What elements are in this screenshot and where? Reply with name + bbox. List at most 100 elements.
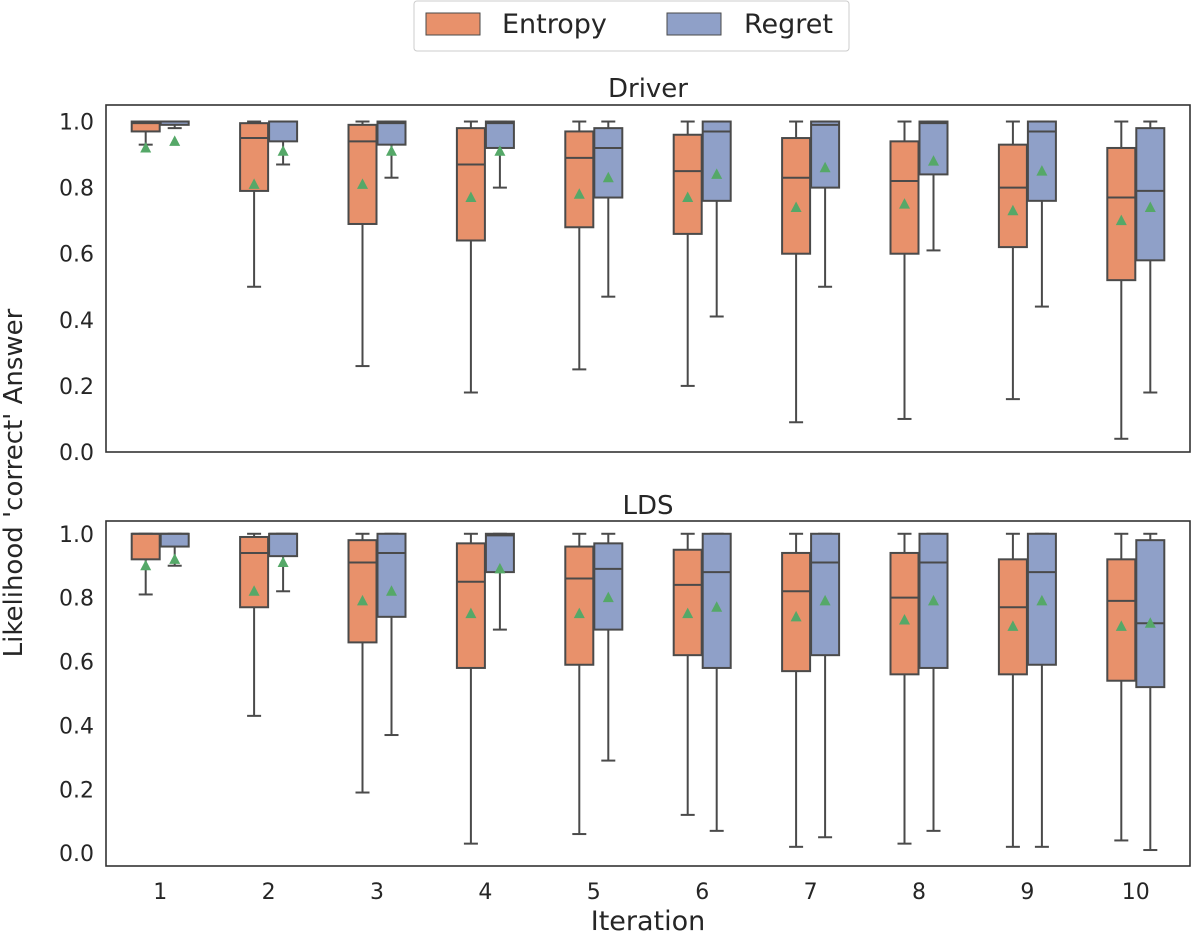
y-tick-label: 0.2 <box>59 778 94 803</box>
box-iqr <box>701 532 732 669</box>
box-entropy-3 <box>347 120 378 368</box>
box-entropy-5 <box>564 120 595 371</box>
series-entropy <box>130 532 1137 848</box>
x-tick-label: 4 <box>478 880 492 905</box>
mean-marker <box>1007 620 1019 631</box>
mean-marker <box>1144 201 1156 212</box>
box-regret-4 <box>484 532 515 631</box>
mean-marker <box>169 553 181 564</box>
box-regret-2 <box>268 532 299 593</box>
mean-marker <box>169 135 181 146</box>
box-entropy-8 <box>889 532 920 845</box>
mean-marker <box>819 594 831 606</box>
mean-marker <box>277 145 289 156</box>
box-regret-5 <box>593 532 624 762</box>
mean-marker <box>494 562 506 574</box>
mean-marker <box>1144 617 1156 628</box>
box-regret-9 <box>1026 120 1057 308</box>
y-tick-label: 0.0 <box>59 842 94 867</box>
box-regret-4 <box>484 120 515 189</box>
box-iqr <box>889 140 920 255</box>
mean-marker <box>928 594 939 606</box>
y-tick-label: 0.6 <box>59 651 94 676</box>
box-iqr <box>376 532 407 618</box>
box-regret-1 <box>159 532 190 567</box>
box-regret-10 <box>1135 532 1166 852</box>
y-tick-label: 1.0 <box>59 523 94 548</box>
box-iqr <box>1026 120 1057 202</box>
box-regret-6 <box>701 120 732 318</box>
legend-swatch-entropy <box>425 12 481 36</box>
box-entropy-10 <box>1106 532 1137 842</box>
mean-marker <box>357 594 368 606</box>
mean-marker <box>711 168 723 179</box>
mean-marker <box>928 155 939 166</box>
box-entropy-5 <box>564 532 595 836</box>
box-iqr <box>130 120 161 133</box>
box-iqr <box>672 133 703 235</box>
box-iqr <box>810 532 841 657</box>
box-entropy-8 <box>889 120 920 420</box>
x-tick-label: 10 <box>1122 880 1150 905</box>
plot-panels: 0.0 0.2 0.4 0.6 0.8 1.0 0.0 0.2 0.4 0.6 0.8 1.0 1 2 3 4… <box>59 104 1191 905</box>
mean-marker <box>386 145 397 156</box>
box-iqr <box>130 532 161 561</box>
series-entropy <box>130 120 1137 440</box>
box-entropy-1 <box>130 532 161 596</box>
box-entropy-2 <box>239 532 270 717</box>
mean-marker <box>140 141 152 153</box>
box-iqr <box>593 542 624 631</box>
box-regret-5 <box>593 120 624 298</box>
box-iqr <box>701 120 732 202</box>
box-entropy-6 <box>672 120 703 387</box>
box-regret-6 <box>701 532 732 832</box>
box-iqr <box>672 548 703 657</box>
box-regret-7 <box>810 532 841 839</box>
y-tick-label: 0.0 <box>59 441 94 466</box>
box-regret-8 <box>918 120 949 252</box>
box-entropy-1 <box>130 120 161 153</box>
mean-marker <box>248 585 260 596</box>
y-tick-label: 0.4 <box>59 714 94 739</box>
box-iqr <box>455 127 486 242</box>
box-iqr <box>484 120 515 149</box>
x-tick-label: 9 <box>1020 880 1034 905</box>
box-iqr <box>455 542 486 669</box>
mean-marker <box>1007 204 1019 216</box>
box-iqr <box>268 532 299 558</box>
box-iqr <box>564 545 595 666</box>
panel-title-driver: Driver <box>608 74 688 104</box>
box-iqr <box>1135 539 1166 689</box>
x-tick-label: 2 <box>262 880 276 905</box>
box-regret-2 <box>268 120 299 166</box>
box-iqr <box>1135 127 1166 262</box>
box-entropy-2 <box>239 120 270 288</box>
box-entropy-4 <box>455 120 486 394</box>
x-tick-label: 8 <box>912 880 926 905</box>
box-iqr <box>997 143 1028 249</box>
box-entropy-7 <box>781 120 812 424</box>
box-iqr <box>347 123 378 225</box>
box-iqr <box>889 551 920 676</box>
box-iqr <box>159 532 190 548</box>
y-tick-label: 0.8 <box>59 177 94 202</box>
mean-marker <box>465 607 477 619</box>
box-iqr <box>564 130 595 229</box>
series-regret <box>159 532 1166 852</box>
box-iqr <box>593 127 624 199</box>
legend-swatch-regret <box>666 12 722 36</box>
box-regret-7 <box>810 120 841 288</box>
box-iqr <box>268 120 299 143</box>
box-entropy-3 <box>347 532 378 794</box>
box-regret-9 <box>1026 532 1057 848</box>
box-iqr <box>376 120 407 146</box>
panel-frame <box>105 104 1191 453</box>
mean-marker <box>1115 214 1127 226</box>
mean-marker <box>573 607 585 619</box>
mean-marker <box>573 188 585 199</box>
mean-marker <box>819 161 831 173</box>
box-iqr <box>810 120 841 189</box>
box-iqr <box>1106 558 1137 682</box>
box-iqr <box>918 120 949 176</box>
